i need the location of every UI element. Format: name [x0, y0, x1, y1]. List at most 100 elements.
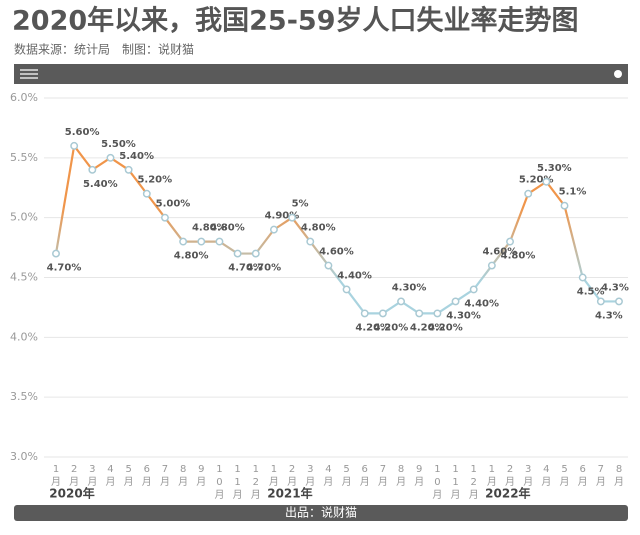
data-label: 4.80%	[174, 251, 209, 262]
data-point	[324, 261, 333, 270]
data-label: 4.60%	[319, 247, 354, 258]
data-point	[487, 261, 496, 270]
x-group-label: 2021年	[267, 486, 312, 501]
data-label: 4.40%	[464, 298, 499, 309]
data-point	[288, 213, 297, 222]
y-tick-label: 6.0%	[10, 91, 38, 104]
data-point	[88, 165, 97, 174]
data-point	[469, 285, 478, 294]
data-point	[397, 297, 406, 306]
data-point	[596, 297, 605, 306]
y-tick-label: 5.5%	[10, 151, 38, 164]
data-label: 4.20%	[355, 322, 390, 333]
data-point	[306, 237, 315, 246]
data-point	[560, 201, 569, 210]
data-label: 4.20%	[374, 322, 409, 333]
data-point	[142, 189, 151, 198]
data-point	[415, 309, 424, 318]
data-label: 5.60%	[65, 127, 100, 138]
data-label: 4.80%	[192, 223, 227, 234]
data-point	[52, 249, 60, 258]
bar-dot	[614, 70, 622, 78]
data-point	[179, 237, 188, 246]
chart-subtitle: 数据来源：统计局 制图：说财猫	[14, 42, 194, 57]
data-point	[506, 237, 514, 246]
menu-icon[interactable]	[20, 69, 38, 79]
data-label: 4.20%	[410, 322, 445, 333]
chart-title: 2020年以来，我国25-59岁人口失业率走势图	[12, 5, 579, 37]
data-label: 5.30%	[537, 163, 572, 174]
data-point	[378, 309, 387, 318]
data-point	[615, 297, 623, 306]
data-point	[215, 237, 224, 246]
data-label: 4.80%	[501, 251, 536, 262]
footer-bar	[14, 505, 628, 521]
y-tick-label: 5.0%	[10, 211, 38, 224]
y-tick-label: 3.5%	[10, 390, 38, 403]
data-point	[451, 297, 460, 306]
y-tick-label: 3.0%	[10, 450, 38, 463]
x-group-label: 2022年	[485, 486, 530, 501]
top-bar	[14, 64, 628, 84]
data-label: 4.70%	[246, 263, 281, 274]
series-line	[54, 143, 619, 315]
data-label: 4.20%	[428, 322, 463, 333]
data-point	[251, 249, 260, 258]
data-label: 4.70%	[47, 263, 82, 274]
data-label: 4.3%	[595, 310, 623, 321]
data-label: 5.1%	[559, 187, 587, 198]
data-label: 5.20%	[519, 175, 554, 186]
data-point	[124, 165, 133, 174]
data-label: 4.80%	[210, 223, 245, 234]
data-point	[342, 285, 351, 294]
y-tick-label: 4.0%	[10, 330, 38, 343]
data-point	[433, 309, 442, 318]
data-point	[197, 237, 206, 246]
data-point	[161, 213, 169, 222]
data-label: 4.80%	[301, 223, 336, 234]
data-label: 4.30%	[446, 310, 481, 321]
data-point	[233, 249, 242, 258]
data-label: 4.30%	[392, 282, 427, 293]
y-tick-label: 4.5%	[10, 271, 38, 284]
data-label: 5.20%	[137, 175, 172, 186]
data-label: 4.70%	[228, 263, 263, 274]
data-label: 4.90%	[265, 211, 300, 222]
footer-text: 出品：说财猫	[285, 505, 357, 520]
data-label: 5.00%	[156, 199, 191, 210]
data-point	[269, 225, 278, 234]
data-label: 5.40%	[83, 179, 118, 190]
data-point	[360, 309, 369, 318]
